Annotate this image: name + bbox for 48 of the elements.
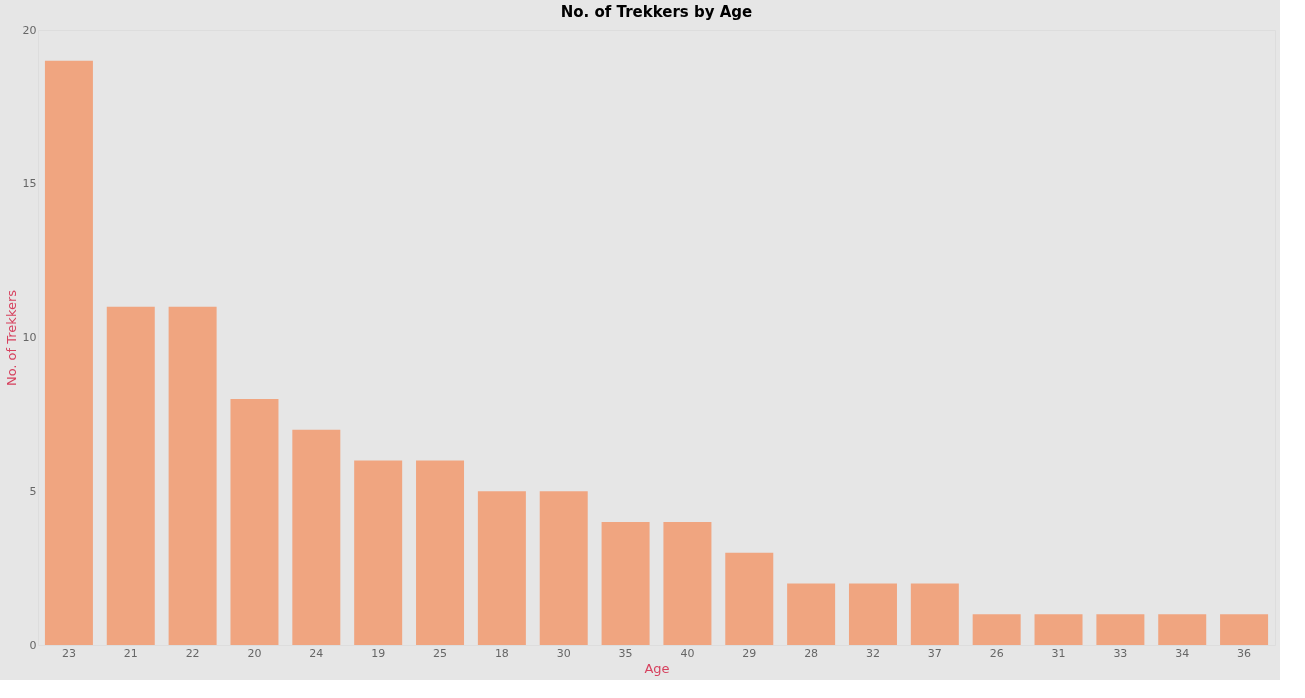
- x-tick-label: 25: [433, 646, 448, 660]
- bar: [972, 614, 1021, 645]
- bar: [1096, 614, 1145, 645]
- x-tick-label: 21: [123, 646, 138, 660]
- bar: [416, 460, 465, 645]
- bar: [354, 460, 403, 645]
- y-tick-label: 20: [22, 23, 37, 37]
- x-tick-label: 32: [865, 646, 880, 660]
- bar: [601, 522, 650, 645]
- x-tick-label: 24: [309, 646, 324, 660]
- y-axis-title: No. of Trekkers: [3, 289, 19, 387]
- bar: [848, 583, 897, 645]
- x-tick-label: 29: [742, 646, 757, 660]
- bar: [168, 306, 217, 645]
- bar: [787, 583, 836, 645]
- x-tick-label: 23: [61, 646, 76, 660]
- bar: [106, 306, 155, 645]
- x-tick-label: 26: [989, 646, 1004, 660]
- bar: [725, 552, 774, 645]
- bar: [1220, 614, 1269, 645]
- bar: [230, 399, 279, 645]
- y-tick-label: 5: [29, 484, 37, 498]
- bar: [1034, 614, 1083, 645]
- x-tick-label: 34: [1175, 646, 1190, 660]
- bar: [477, 491, 526, 645]
- y-tick-label: 10: [22, 331, 37, 344]
- bar: [44, 60, 93, 645]
- x-axis-title: Age: [644, 660, 670, 676]
- bar: [1158, 614, 1207, 645]
- x-tick-label: 30: [556, 646, 571, 660]
- y-tick-label: 15: [22, 177, 37, 191]
- bar: [539, 491, 588, 645]
- x-tick-label: 31: [1051, 646, 1066, 660]
- x-tick-label: 18: [494, 646, 509, 660]
- y-tick-label: 0: [29, 638, 37, 652]
- bar: [910, 583, 959, 645]
- x-tick-label: 20: [247, 646, 262, 660]
- bar: [663, 522, 712, 645]
- x-tick-label: 19: [371, 646, 386, 660]
- bar: [292, 429, 341, 645]
- x-tick-label: 37: [927, 646, 942, 660]
- x-tick-label: 35: [618, 646, 633, 660]
- x-tick-label: 22: [185, 646, 200, 660]
- chart-title: No. of Trekkers by Age: [560, 3, 753, 21]
- x-tick-label: 36: [1237, 646, 1252, 660]
- x-tick-label: 33: [1113, 646, 1128, 660]
- x-tick-label: 28: [804, 646, 819, 660]
- x-tick-label: 40: [680, 646, 695, 660]
